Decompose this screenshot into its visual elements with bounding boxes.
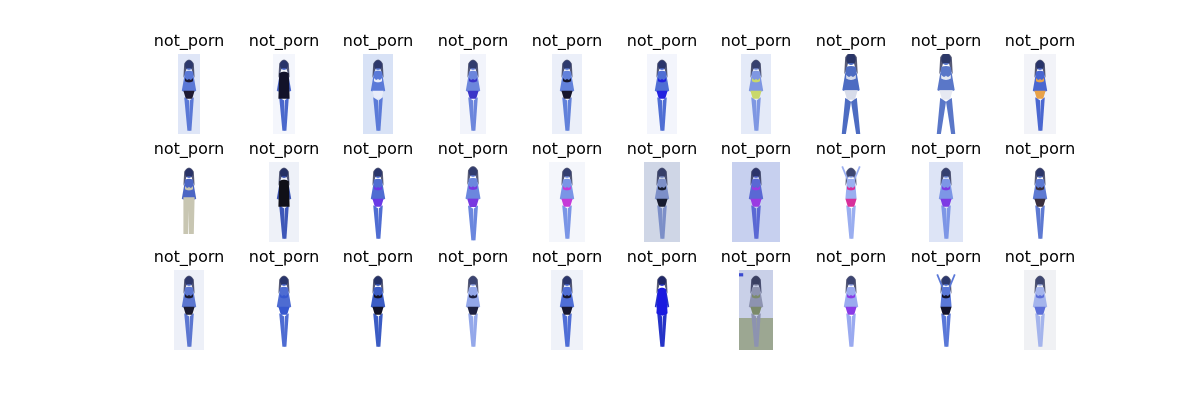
image-thumbnail	[645, 270, 679, 350]
image-thumbnail	[551, 270, 583, 350]
image-label: not_porn	[437, 31, 509, 50]
image-label: not_porn	[531, 247, 603, 266]
grid-cell: not_porn	[237, 32, 331, 142]
grid-cell: not_porn	[426, 32, 520, 142]
grid-cell: not_porn	[899, 248, 993, 358]
grid-cell: not_porn	[520, 248, 614, 358]
image-thumbnail	[917, 54, 975, 134]
image-thumbnail	[647, 54, 677, 134]
image-label: not_porn	[531, 31, 603, 50]
image-label: not_porn	[437, 139, 509, 158]
grid-cell: not_porn	[993, 32, 1087, 142]
image-thumbnail	[273, 54, 295, 134]
grid-cell: not_porn	[615, 32, 709, 142]
grid-cell: not_porn	[993, 140, 1087, 250]
grid-cell: not_porn	[426, 248, 520, 358]
image-thumbnail	[167, 162, 211, 242]
image-thumbnail	[460, 54, 486, 134]
grid-cell: not_porn	[331, 140, 425, 250]
grid-cell: not_porn	[709, 32, 803, 142]
grid-cell: not_porn	[426, 140, 520, 250]
image-label: not_porn	[153, 247, 225, 266]
image-label: not_porn	[1004, 139, 1076, 158]
grid-cell: not_porn	[237, 248, 331, 358]
image-thumbnail	[644, 162, 680, 242]
grid-cell: not_porn	[899, 32, 993, 142]
image-thumbnail	[178, 54, 200, 134]
grid-cell: not_porn	[804, 32, 898, 142]
grid-cell: not_porn	[709, 248, 803, 358]
image-label: not_porn	[626, 139, 698, 158]
grid-cell: not_porn	[520, 140, 614, 250]
grid-cell: not_porn	[615, 140, 709, 250]
image-label: not_porn	[720, 31, 792, 50]
grid-cell: not_porn	[142, 140, 236, 250]
image-label: not_porn	[248, 139, 320, 158]
image-thumbnail	[739, 270, 773, 350]
image-label: not_porn	[531, 139, 603, 158]
grid-cell: not_porn	[142, 248, 236, 358]
grid-cell: not_porn	[804, 248, 898, 358]
grid-cell: not_porn	[709, 140, 803, 250]
image-thumbnail	[741, 54, 771, 134]
grid-cell: not_porn	[804, 140, 898, 250]
grid-cell: not_porn	[331, 32, 425, 142]
image-thumbnail	[270, 270, 298, 350]
image-label: not_porn	[248, 31, 320, 50]
grid-cell: not_porn	[993, 248, 1087, 358]
image-label: not_porn	[910, 139, 982, 158]
image-thumbnail	[458, 270, 488, 350]
image-thumbnail	[552, 54, 582, 134]
grid-cell: not_porn	[615, 248, 709, 358]
image-thumbnail	[269, 162, 299, 242]
image-thumbnail	[549, 162, 585, 242]
image-thumbnail	[354, 162, 402, 242]
image-label: not_porn	[342, 247, 414, 266]
image-label: not_porn	[342, 31, 414, 50]
grid-cell: not_porn	[331, 248, 425, 358]
image-label: not_porn	[720, 247, 792, 266]
image-thumbnail	[363, 54, 393, 134]
image-thumbnail	[732, 162, 780, 242]
image-thumbnail	[1024, 54, 1056, 134]
image-thumbnail	[1025, 162, 1055, 242]
grid-cell: not_porn	[520, 32, 614, 142]
image-label: not_porn	[626, 31, 698, 50]
image-label: not_porn	[1004, 247, 1076, 266]
image-thumbnail	[929, 270, 963, 350]
image-label: not_porn	[910, 247, 982, 266]
image-label: not_porn	[248, 247, 320, 266]
image-label: not_porn	[910, 31, 982, 50]
image-thumbnail	[174, 270, 204, 350]
image-label: not_porn	[1004, 31, 1076, 50]
image-thumbnail	[827, 162, 875, 242]
image-label: not_porn	[342, 139, 414, 158]
image-label: not_porn	[437, 247, 509, 266]
grid-cell: not_porn	[237, 140, 331, 250]
image-thumbnail	[448, 162, 498, 242]
image-label: not_porn	[153, 31, 225, 50]
image-label: not_porn	[720, 139, 792, 158]
grid-cell: not_porn	[142, 32, 236, 142]
image-label: not_porn	[153, 139, 225, 158]
image-label: not_porn	[815, 247, 887, 266]
image-thumbnail	[837, 270, 865, 350]
image-thumbnail	[929, 162, 963, 242]
grid-cell: not_porn	[899, 140, 993, 250]
image-thumbnail	[822, 54, 880, 134]
image-label: not_porn	[815, 139, 887, 158]
image-thumbnail	[1024, 270, 1056, 350]
image-label: not_porn	[815, 31, 887, 50]
image-label: not_porn	[626, 247, 698, 266]
image-thumbnail	[364, 270, 392, 350]
